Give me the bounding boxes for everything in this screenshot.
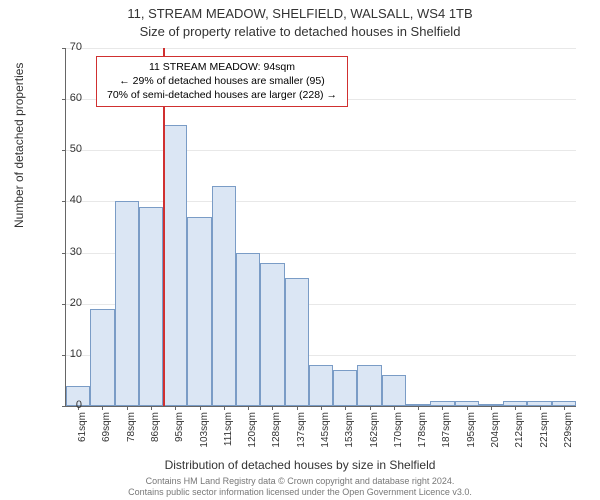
ytick-label: 40 xyxy=(52,194,82,206)
xtick-label: 128sqm xyxy=(271,412,282,462)
xtick-label: 103sqm xyxy=(199,412,210,462)
xtick-label: 187sqm xyxy=(441,412,452,462)
y-axis-label: Number of detached properties xyxy=(12,63,26,228)
xtick-mark xyxy=(394,406,395,410)
histogram-bar xyxy=(236,253,260,406)
histogram-bar xyxy=(260,263,284,406)
histogram-bar xyxy=(285,278,309,406)
ytick-label: 50 xyxy=(52,143,82,155)
gridline xyxy=(66,201,576,202)
xtick-mark xyxy=(418,406,419,410)
xtick-mark xyxy=(127,406,128,410)
ytick-label: 20 xyxy=(52,297,82,309)
xtick-label: 178sqm xyxy=(417,412,428,462)
xtick-mark xyxy=(540,406,541,410)
xtick-label: 212sqm xyxy=(514,412,525,462)
xtick-mark xyxy=(442,406,443,410)
xtick-label: 170sqm xyxy=(393,412,404,462)
histogram-bar xyxy=(115,201,139,406)
xtick-label: 69sqm xyxy=(101,412,112,462)
xtick-label: 153sqm xyxy=(344,412,355,462)
callout-line: ← 29% of detached houses are smaller (95… xyxy=(107,74,337,88)
footer-line2: Contains public sector information licen… xyxy=(0,487,600,498)
xtick-mark xyxy=(467,406,468,410)
xtick-mark xyxy=(175,406,176,410)
gridline xyxy=(66,150,576,151)
histogram-bar xyxy=(139,207,163,406)
xtick-label: 221sqm xyxy=(539,412,550,462)
histogram-bar xyxy=(357,365,381,406)
histogram-bar xyxy=(163,125,187,406)
xtick-label: 120sqm xyxy=(247,412,258,462)
histogram-bar xyxy=(309,365,333,406)
callout-line: 11 STREAM MEADOW: 94sqm xyxy=(107,60,337,74)
xtick-label: 145sqm xyxy=(320,412,331,462)
xtick-label: 137sqm xyxy=(296,412,307,462)
xtick-label: 229sqm xyxy=(563,412,574,462)
xtick-label: 195sqm xyxy=(466,412,477,462)
xtick-mark xyxy=(200,406,201,410)
chart-title-address: 11, STREAM MEADOW, SHELFIELD, WALSALL, W… xyxy=(0,6,600,21)
ytick-label: 0 xyxy=(52,399,82,411)
histogram-bar xyxy=(333,370,357,406)
histogram-bar xyxy=(187,217,211,406)
xtick-mark xyxy=(515,406,516,410)
callout-line: 70% of semi-detached houses are larger (… xyxy=(107,88,337,102)
gridline xyxy=(66,48,576,49)
xtick-label: 61sqm xyxy=(77,412,88,462)
xtick-label: 204sqm xyxy=(490,412,501,462)
histogram-bar xyxy=(382,375,406,406)
histogram-bar xyxy=(90,309,114,406)
chart-title-desc: Size of property relative to detached ho… xyxy=(0,24,600,39)
ytick-label: 30 xyxy=(52,246,82,258)
xtick-mark xyxy=(151,406,152,410)
footer-attribution: Contains HM Land Registry data © Crown c… xyxy=(0,476,600,498)
xtick-mark xyxy=(321,406,322,410)
xtick-mark xyxy=(102,406,103,410)
ytick-label: 10 xyxy=(52,348,82,360)
xtick-label: 162sqm xyxy=(369,412,380,462)
xtick-label: 95sqm xyxy=(174,412,185,462)
xtick-mark xyxy=(345,406,346,410)
chart-container: 11, STREAM MEADOW, SHELFIELD, WALSALL, W… xyxy=(0,0,600,500)
histogram-bar xyxy=(212,186,236,406)
xtick-mark xyxy=(370,406,371,410)
xtick-label: 78sqm xyxy=(126,412,137,462)
ytick-label: 70 xyxy=(52,41,82,53)
xtick-mark xyxy=(224,406,225,410)
ytick-label: 60 xyxy=(52,92,82,104)
footer-line1: Contains HM Land Registry data © Crown c… xyxy=(0,476,600,487)
xtick-label: 111sqm xyxy=(223,412,234,462)
xtick-mark xyxy=(272,406,273,410)
plot-area: 11 STREAM MEADOW: 94sqm← 29% of detached… xyxy=(65,48,575,406)
xtick-label: 86sqm xyxy=(150,412,161,462)
xtick-mark xyxy=(564,406,565,410)
xtick-mark xyxy=(248,406,249,410)
marker-callout: 11 STREAM MEADOW: 94sqm← 29% of detached… xyxy=(96,56,348,107)
plot: 11 STREAM MEADOW: 94sqm← 29% of detached… xyxy=(65,48,576,407)
xtick-mark xyxy=(491,406,492,410)
xtick-mark xyxy=(297,406,298,410)
